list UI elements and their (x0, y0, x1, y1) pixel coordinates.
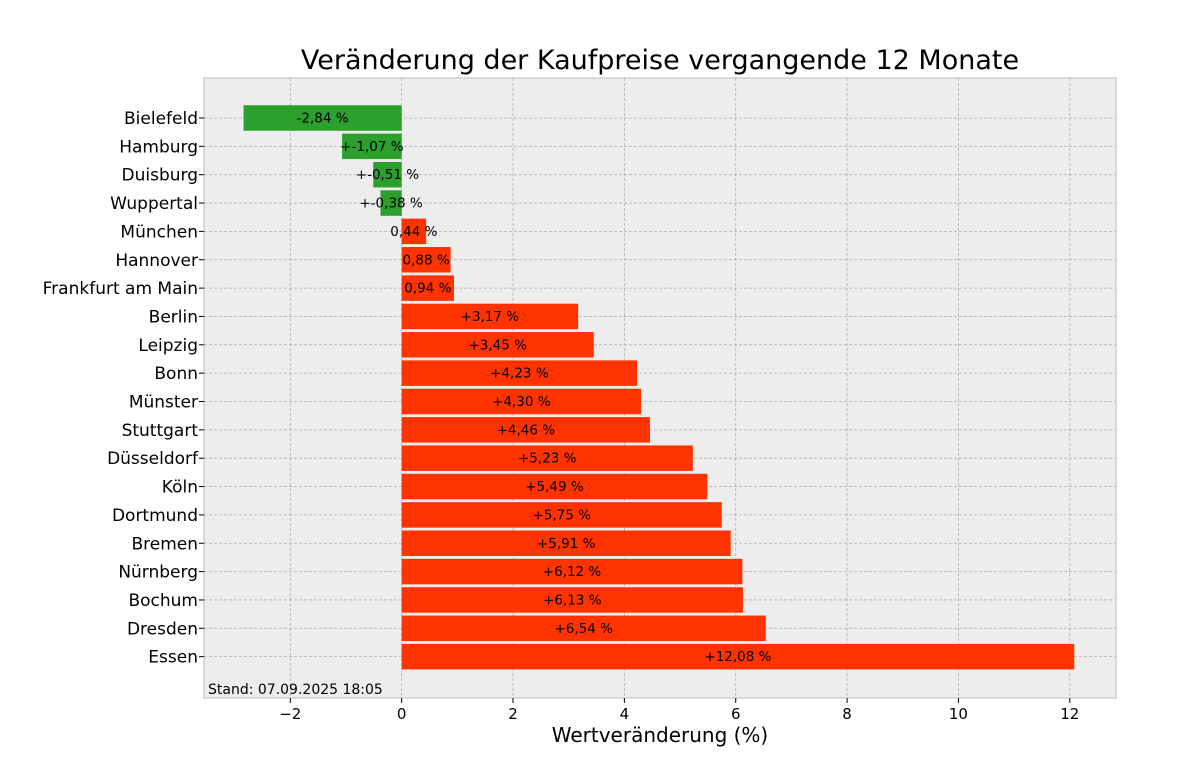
data-label: +4,23 % (490, 366, 549, 382)
x-tick-label: 2 (508, 705, 518, 723)
x-axis: −2 0 2 4 6 8 10 12 (279, 698, 1079, 723)
bar (401, 388, 642, 415)
bar (401, 530, 731, 556)
x-axis-label: Wertveränderung (%) (552, 723, 769, 747)
x-tick-label: −2 (279, 705, 301, 723)
data-label: +-0,38 % (359, 196, 423, 212)
data-label: +12,08 % (704, 649, 771, 665)
data-label: +6,13 % (543, 592, 602, 608)
bars (243, 105, 1075, 670)
chart-title: Veränderung der Kaufpreise vergangende 1… (301, 45, 1019, 76)
data-label: +-0,51 % (356, 167, 420, 183)
data-label: +6,12 % (543, 564, 602, 580)
y-tick-label: Münster (129, 393, 198, 413)
bar (401, 218, 427, 245)
bar (401, 502, 722, 528)
y-axis: Bielefeld Hamburg Duisburg Wuppertal München… (43, 109, 204, 668)
bar (401, 247, 451, 273)
y-tick-label: Düsseldorf (107, 449, 199, 469)
data-label: 0,94 % (404, 281, 451, 297)
bar (401, 587, 743, 613)
y-tick-label: Berlin (149, 307, 198, 327)
data-labels: -2,84 % +-1,07 % +-0,51 % +-0,38 % 0,44 % 0,8… (297, 111, 772, 666)
bar (401, 332, 594, 358)
y-tick-label: Wuppertal (110, 194, 198, 214)
data-label: +5,23 % (518, 451, 577, 467)
y-tick-label: Dresden (127, 619, 198, 639)
bar (401, 643, 1075, 670)
data-label: +5,49 % (525, 479, 584, 495)
x-tick-label: 12 (1060, 705, 1079, 723)
bar (401, 275, 454, 301)
data-label: +-1,07 % (340, 139, 404, 155)
bar (401, 445, 693, 471)
bar (380, 190, 402, 216)
data-label: 0,44 % (390, 224, 437, 240)
data-label: +3,17 % (461, 309, 520, 325)
x-tick-label: 6 (731, 705, 741, 723)
data-label: +4,46 % (497, 422, 556, 438)
y-tick-label: Bielefeld (124, 109, 198, 129)
data-label: +4,30 % (492, 394, 551, 410)
data-label: +5,75 % (532, 507, 591, 523)
y-tick-label: Hannover (115, 251, 198, 271)
bar (401, 360, 638, 386)
y-tick-label: Dortmund (112, 506, 198, 526)
y-tick-label: Duisburg (122, 166, 199, 186)
y-tick-label: Hamburg (119, 137, 198, 157)
y-tick-label: Frankfurt am Main (43, 279, 198, 299)
grid (204, 78, 1116, 698)
bar (401, 615, 766, 642)
bar (401, 558, 743, 585)
y-tick-label: Stuttgart (122, 421, 199, 441)
data-label: 0,88 % (403, 252, 450, 268)
bar (243, 105, 402, 131)
bar (401, 303, 579, 330)
x-tick-label: 0 (397, 705, 407, 723)
y-tick-label: Bremen (131, 534, 198, 554)
x-tick-label: 4 (620, 705, 630, 723)
x-tick-label: 8 (842, 705, 852, 723)
y-tick-label: München (120, 222, 198, 242)
data-label: +3,45 % (468, 337, 527, 353)
x-tick-label: 10 (949, 705, 968, 723)
y-tick-label: Köln (162, 478, 198, 498)
bar (373, 161, 402, 188)
y-tick-label: Bonn (154, 364, 198, 384)
data-label: +5,91 % (537, 536, 596, 552)
y-tick-label: Essen (148, 648, 198, 668)
bar (401, 473, 708, 500)
bar (342, 133, 402, 160)
y-tick-label: Nürnberg (118, 563, 198, 583)
data-label: -2,84 % (297, 111, 349, 127)
bar (401, 417, 650, 443)
y-tick-label: Leipzig (138, 336, 198, 356)
timestamp-footnote: Stand: 07.09.2025 18:05 (208, 682, 383, 698)
y-tick-label: Bochum (128, 591, 198, 611)
data-label: +6,54 % (554, 621, 613, 637)
